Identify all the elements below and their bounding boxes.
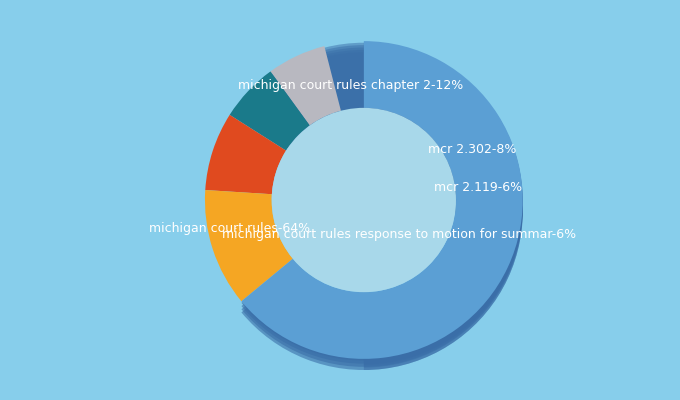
Circle shape bbox=[272, 108, 456, 292]
Wedge shape bbox=[241, 46, 523, 364]
Wedge shape bbox=[241, 50, 523, 368]
Wedge shape bbox=[241, 41, 523, 359]
Wedge shape bbox=[241, 45, 523, 363]
Text: michigan court rules chapter 2-12%: michigan court rules chapter 2-12% bbox=[239, 79, 464, 92]
Text: michigan court rules response to motion for summar-6%: michigan court rules response to motion … bbox=[222, 228, 576, 242]
Text: mcr 2.302-8%: mcr 2.302-8% bbox=[428, 143, 516, 156]
Text: michigan court rules-64%: michigan court rules-64% bbox=[150, 222, 311, 235]
Wedge shape bbox=[241, 52, 523, 370]
Wedge shape bbox=[241, 48, 523, 365]
Wedge shape bbox=[241, 43, 523, 360]
Wedge shape bbox=[271, 46, 341, 126]
Wedge shape bbox=[205, 115, 286, 194]
Wedge shape bbox=[205, 190, 293, 301]
Text: mcr 2.119-6%: mcr 2.119-6% bbox=[434, 181, 522, 194]
Wedge shape bbox=[241, 52, 523, 370]
Wedge shape bbox=[230, 72, 309, 151]
Wedge shape bbox=[241, 43, 523, 360]
Wedge shape bbox=[241, 49, 523, 367]
